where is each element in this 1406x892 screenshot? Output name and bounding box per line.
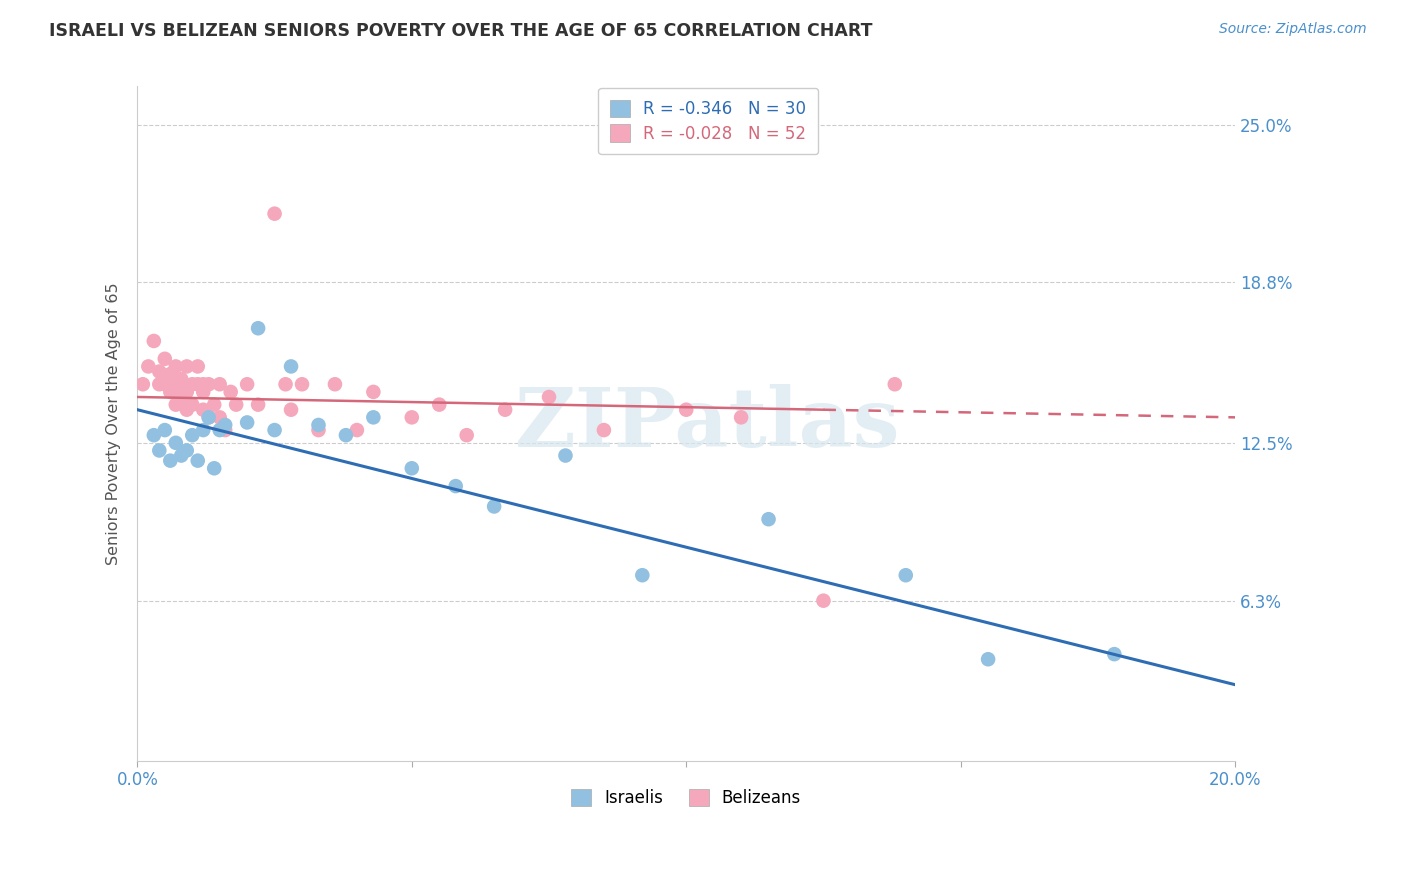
Point [236, 416, 259, 430]
Point [187, 359, 209, 374]
Point [482, 500, 505, 514]
Point [537, 390, 560, 404]
Point [280, 359, 302, 374]
Point [148, 377, 170, 392]
Point [631, 568, 654, 582]
Point [427, 398, 450, 412]
Point [758, 512, 780, 526]
Point [263, 207, 285, 221]
Point [138, 359, 160, 374]
Point [263, 423, 285, 437]
Point [176, 359, 198, 374]
Point [193, 384, 215, 399]
Point [181, 398, 204, 412]
Point [444, 479, 467, 493]
Point [894, 568, 917, 582]
Y-axis label: Seniors Poverty Over the Age of 65: Seniors Poverty Over the Age of 65 [107, 283, 121, 565]
Point [159, 384, 181, 399]
Point [148, 365, 170, 379]
Point [323, 377, 346, 392]
Point [883, 377, 905, 392]
Point [176, 443, 198, 458]
Point [181, 377, 204, 392]
Point [346, 423, 368, 437]
Point [165, 398, 187, 412]
Point [187, 453, 209, 467]
Point [181, 428, 204, 442]
Point [977, 652, 1000, 666]
Point [187, 377, 209, 392]
Text: Source: ZipAtlas.com: Source: ZipAtlas.com [1219, 22, 1367, 37]
Point [170, 372, 193, 386]
Point [202, 398, 225, 412]
Point [176, 402, 198, 417]
Point [193, 423, 215, 437]
Point [208, 377, 231, 392]
Point [401, 461, 423, 475]
Point [202, 461, 225, 475]
Point [214, 423, 236, 437]
Point [280, 402, 302, 417]
Point [193, 402, 215, 417]
Point [170, 390, 193, 404]
Point [165, 377, 187, 392]
Point [142, 428, 165, 442]
Point [170, 449, 193, 463]
Point [193, 377, 215, 392]
Point [236, 377, 259, 392]
Point [1104, 647, 1126, 661]
Point [247, 321, 270, 335]
Point [675, 402, 697, 417]
Point [142, 334, 165, 348]
Point [159, 453, 181, 467]
Point [165, 435, 187, 450]
Point [153, 351, 176, 366]
Point [219, 384, 242, 399]
Point [291, 377, 314, 392]
Point [197, 377, 219, 392]
Point [401, 410, 423, 425]
Point [159, 367, 181, 381]
Point [197, 410, 219, 425]
Text: ISRAELI VS BELIZEAN SENIORS POVERTY OVER THE AGE OF 65 CORRELATION CHART: ISRAELI VS BELIZEAN SENIORS POVERTY OVER… [49, 22, 873, 40]
Point [456, 428, 478, 442]
Point [363, 384, 385, 399]
Point [153, 377, 176, 392]
Point [730, 410, 752, 425]
Point [176, 384, 198, 399]
Point [208, 423, 231, 437]
Point [247, 398, 270, 412]
Legend: Israelis, Belizeans: Israelis, Belizeans [565, 782, 808, 814]
Point [335, 428, 357, 442]
Point [363, 410, 385, 425]
Point [197, 410, 219, 425]
Point [813, 593, 835, 607]
Point [165, 359, 187, 374]
Point [214, 417, 236, 432]
Point [208, 410, 231, 425]
Point [308, 423, 330, 437]
Point [148, 443, 170, 458]
Point [494, 402, 516, 417]
Point [554, 449, 576, 463]
Text: ZIPatlas: ZIPatlas [516, 384, 901, 464]
Point [593, 423, 616, 437]
Point [308, 417, 330, 432]
Point [274, 377, 297, 392]
Point [153, 423, 176, 437]
Point [132, 377, 155, 392]
Point [225, 398, 247, 412]
